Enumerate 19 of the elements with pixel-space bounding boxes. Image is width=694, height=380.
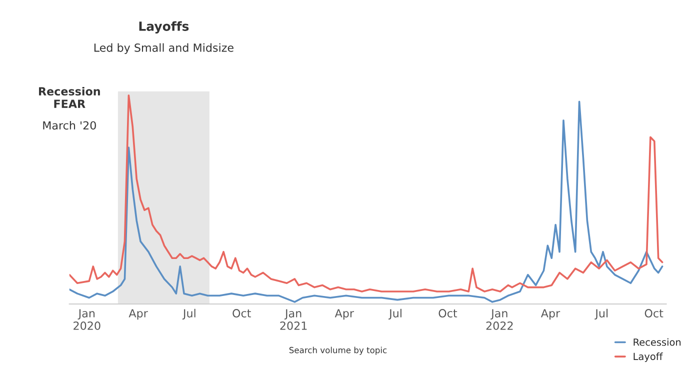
annotation: March '20 bbox=[43, 120, 96, 130]
x-tick-label: Oct bbox=[438, 309, 458, 318]
x-tick-label: Oct bbox=[644, 309, 664, 318]
text: Led by Small and Midsize bbox=[94, 43, 234, 54]
x-tick-label: Jul bbox=[182, 308, 196, 320]
legend-label: Layoff bbox=[634, 352, 663, 362]
x-tick-label: Jul bbox=[388, 308, 402, 320]
x-tick-label: Oct bbox=[232, 309, 251, 318]
text: Search volume by topic bbox=[289, 346, 387, 355]
x-tick-label: Jul bbox=[594, 308, 608, 320]
x-tick-label: Jan 2020 bbox=[74, 309, 100, 330]
text: Layoffs bbox=[139, 21, 189, 34]
x-tick-label: Apr bbox=[334, 309, 354, 320]
legend-label: Recession bbox=[634, 338, 681, 346]
x-tick-label: Apr bbox=[540, 309, 560, 320]
x-tick-label: Apr bbox=[128, 309, 148, 320]
x-tick-label: Jan 2021 bbox=[280, 309, 307, 330]
x-tick-label: Jan 2022 bbox=[486, 309, 513, 330]
annotation: Recession FEAR bbox=[39, 86, 100, 108]
